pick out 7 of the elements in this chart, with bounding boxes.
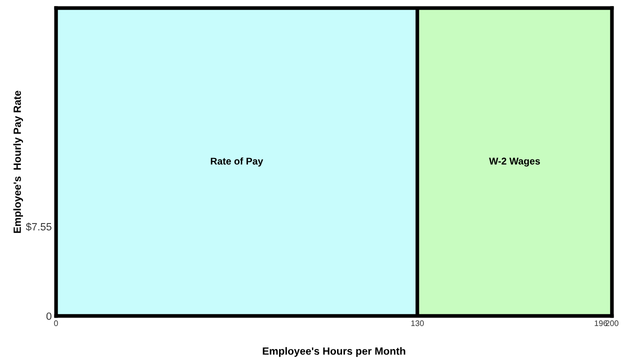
x-axis-title: Employee's Hours per Month	[262, 347, 406, 357]
y-tick-label: $7.55	[26, 222, 52, 232]
y-axis-title: Employee's Hourly Pay Rate	[13, 90, 23, 233]
x-tick-label: 0	[54, 320, 58, 326]
series-label: W-2 Wages	[489, 158, 540, 167]
x-tick-label: 130	[411, 320, 424, 326]
series-label: Rate of Pay	[210, 157, 264, 167]
